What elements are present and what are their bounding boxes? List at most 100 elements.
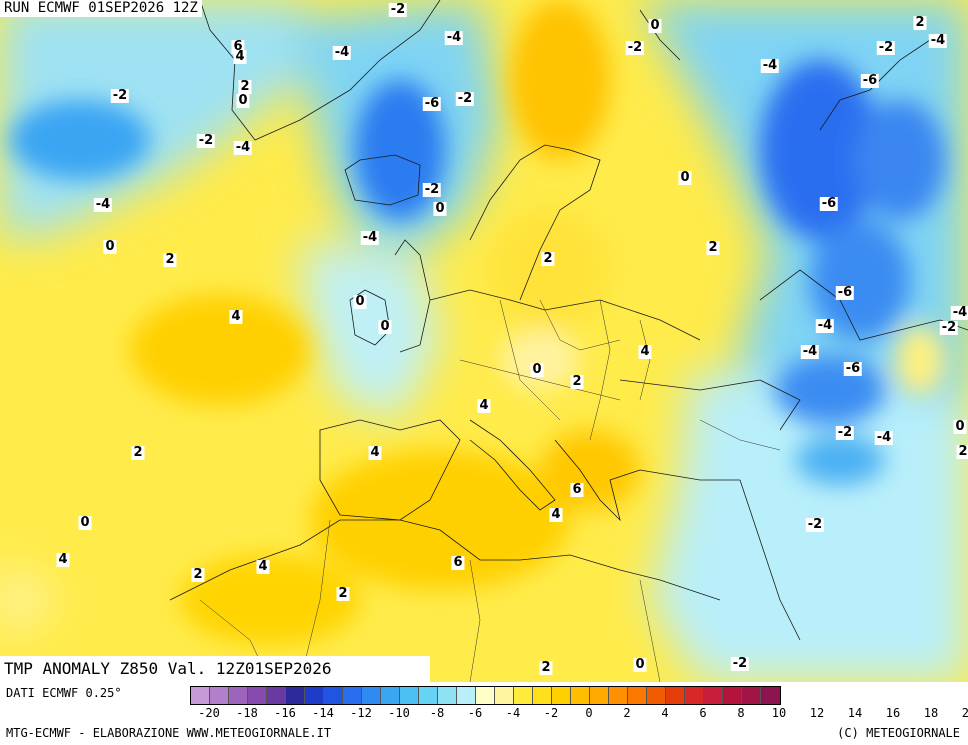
colorbar-swatch bbox=[305, 687, 324, 704]
colorbar bbox=[190, 686, 781, 705]
colorbar-swatch bbox=[210, 687, 229, 704]
colorbar-swatch bbox=[229, 687, 248, 704]
colorbar-tick-label: -20 bbox=[198, 706, 220, 720]
contour-label: -2 bbox=[876, 40, 896, 55]
contour-label: 6 bbox=[451, 555, 465, 570]
contour-label: -4 bbox=[800, 344, 820, 359]
credit-line: MTG-ECMWF - ELABORAZIONE WWW.METEOGIORNA… bbox=[6, 726, 332, 740]
contour-label: 4 bbox=[229, 309, 243, 324]
colorbar-swatch bbox=[761, 687, 780, 704]
contour-label: 0 bbox=[103, 239, 117, 254]
colorbar-tick-label: -16 bbox=[274, 706, 296, 720]
colorbar-tick-label: 16 bbox=[885, 706, 901, 720]
contour-label: -6 bbox=[843, 361, 863, 376]
colorbar-swatch bbox=[248, 687, 267, 704]
contour-label: 6 bbox=[570, 482, 584, 497]
contour-label: -4 bbox=[233, 140, 253, 155]
contour-label: -2 bbox=[422, 182, 442, 197]
colorbar-tick-label: 12 bbox=[809, 706, 825, 720]
legend-footer: DATI ECMWF 0.25° -20 -18 -16 -14 -12 -10 -8 -6-… bbox=[0, 682, 968, 745]
contour-label: 2 bbox=[191, 567, 205, 582]
contour-label: 4 bbox=[368, 445, 382, 460]
contour-label: 4 bbox=[549, 507, 563, 522]
colorbar-ticks: -20 -18 -16 -14 -12 -10 -8 -6 -4 -2 0 2 4 6 8 10 12 14 16 1… bbox=[190, 706, 968, 722]
colorbar-swatch bbox=[476, 687, 495, 704]
temperature-anomaly-map: -2 0 2 6 -4 -4 -2 -2 -4 4 -4 -6 2 -2 0 -6 -2 -2 -4 0 -2 -6 -4 0… bbox=[0, 0, 968, 683]
contour-label: 2 bbox=[570, 374, 584, 389]
colorbar-swatch bbox=[267, 687, 286, 704]
colorbar-tick-label: -6 bbox=[467, 706, 483, 720]
contour-label: -2 bbox=[805, 517, 825, 532]
colorbar-tick-label: 0 bbox=[585, 706, 593, 720]
data-source: DATI ECMWF 0.25° bbox=[6, 686, 122, 700]
colorbar-swatch bbox=[419, 687, 438, 704]
colorbar-swatch bbox=[628, 687, 647, 704]
colorbar-tick-label: 4 bbox=[661, 706, 669, 720]
colorbar-swatch bbox=[552, 687, 571, 704]
contour-label: -2 bbox=[625, 40, 645, 55]
colorbar-swatch bbox=[191, 687, 210, 704]
colorbar-swatch bbox=[723, 687, 742, 704]
colorbar-tick-label: 6 bbox=[699, 706, 707, 720]
colorbar-swatch bbox=[438, 687, 457, 704]
contour-label: 4 bbox=[56, 552, 70, 567]
colorbar-swatch bbox=[609, 687, 628, 704]
contour-label: -2 bbox=[455, 91, 475, 106]
contour-label: 0 bbox=[236, 93, 250, 108]
colorbar-tick-label: -14 bbox=[312, 706, 334, 720]
contour-label: -2 bbox=[939, 320, 959, 335]
contour-label: 0 bbox=[633, 657, 647, 672]
colorbar-swatch bbox=[457, 687, 476, 704]
colorbar-tick-label: -2 bbox=[543, 706, 559, 720]
contour-label: -6 bbox=[835, 285, 855, 300]
colorbar-tick-label: -4 bbox=[505, 706, 521, 720]
coastlines bbox=[169, 0, 968, 641]
colorbar-tick-label: -8 bbox=[429, 706, 445, 720]
colorbar-tick-label: 18 bbox=[923, 706, 939, 720]
colorbar-tick-label: 8 bbox=[737, 706, 745, 720]
contour-label: -6 bbox=[860, 73, 880, 88]
contour-label: -4 bbox=[928, 33, 948, 48]
colorbar-swatch bbox=[742, 687, 761, 704]
contour-label: 2 bbox=[539, 660, 553, 675]
contour-label: 2 bbox=[541, 251, 555, 266]
colorbar-tick-label: 10 bbox=[771, 706, 787, 720]
colorbar-swatch bbox=[571, 687, 590, 704]
contour-label: -2 bbox=[110, 88, 130, 103]
colorbar-tick-label: -18 bbox=[236, 706, 258, 720]
contour-label: 0 bbox=[433, 201, 447, 216]
contour-label: 4 bbox=[477, 398, 491, 413]
map-title: TMP ANOMALY Z850 Val. 12Z01SEP2026 bbox=[0, 656, 430, 682]
contour-label: -4 bbox=[444, 30, 464, 45]
contour-label: 2 bbox=[706, 240, 720, 255]
colorbar-tick-label: 2 bbox=[623, 706, 631, 720]
contour-label: -6 bbox=[819, 196, 839, 211]
colorbar-swatch bbox=[514, 687, 533, 704]
contour-label: 2 bbox=[913, 15, 927, 30]
contour-label: 2 bbox=[336, 586, 350, 601]
colorbar-swatch bbox=[590, 687, 609, 704]
contour-label: -4 bbox=[874, 430, 894, 445]
contour-label: 0 bbox=[648, 18, 662, 33]
colorbar-swatch bbox=[704, 687, 723, 704]
contour-label: 2 bbox=[163, 252, 177, 267]
colorbar-swatch bbox=[362, 687, 381, 704]
contour-label: 0 bbox=[378, 319, 392, 334]
contour-label: -4 bbox=[360, 230, 380, 245]
run-label: RUN ECMWF 01SEP2026 12Z bbox=[0, 0, 202, 17]
contour-label: 4 bbox=[233, 49, 247, 64]
colorbar-swatch bbox=[324, 687, 343, 704]
contour-label: 0 bbox=[530, 362, 544, 377]
contour-label: 0 bbox=[953, 419, 967, 434]
colorbar-swatch bbox=[685, 687, 704, 704]
contour-label: 4 bbox=[256, 559, 270, 574]
contour-label: 0 bbox=[78, 515, 92, 530]
anomaly-field bbox=[0, 0, 968, 683]
contour-label: -4 bbox=[760, 58, 780, 73]
colorbar-swatch bbox=[495, 687, 514, 704]
colorbar-swatch bbox=[647, 687, 666, 704]
contour-label: -2 bbox=[196, 133, 216, 148]
contour-label: -2 bbox=[730, 656, 750, 671]
contour-label: 2 bbox=[131, 445, 145, 460]
colorbar-tick-label: -10 bbox=[388, 706, 410, 720]
